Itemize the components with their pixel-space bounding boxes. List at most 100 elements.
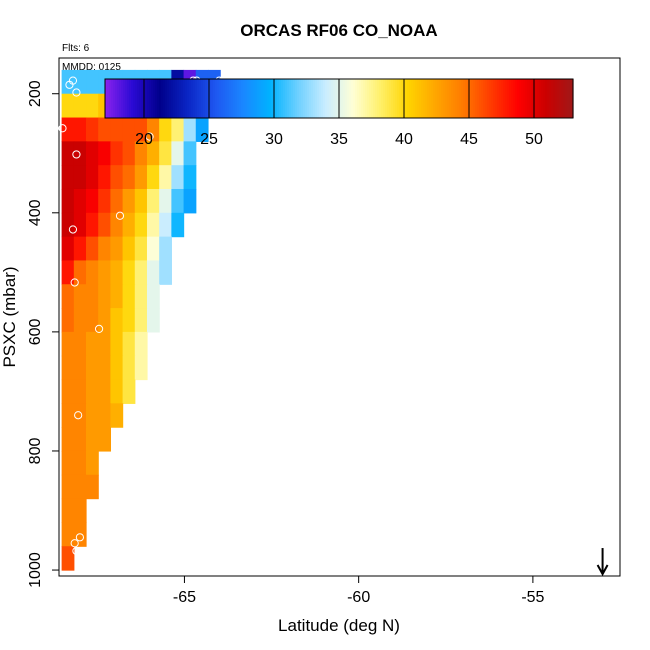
heatmap-cell — [73, 498, 87, 524]
colorbar-segment — [199, 79, 202, 118]
observation-point — [65, 80, 74, 89]
heatmap-cell — [146, 236, 160, 262]
heatmap-cell — [171, 165, 185, 190]
colorbar-segment — [197, 79, 200, 118]
colorbar-segment — [297, 79, 300, 118]
colorbar-segment — [147, 79, 150, 118]
heatmap-cell — [110, 236, 124, 262]
colorbar-segment — [563, 79, 566, 118]
colorbar-segment — [557, 79, 560, 118]
colorbar-segment — [123, 79, 126, 118]
colorbar-segment — [157, 79, 160, 118]
heatmap-cell — [98, 308, 111, 333]
heatmap-cell — [122, 117, 136, 142]
colorbar-segment — [267, 79, 270, 118]
colorbar-segment — [173, 79, 176, 118]
colorbar-segment — [453, 79, 456, 118]
colorbar-segment — [253, 79, 256, 118]
colorbar-segment — [277, 79, 280, 118]
colorbar-segment — [165, 79, 168, 118]
colorbar-segment — [427, 79, 430, 118]
colorbar-segment — [121, 79, 124, 118]
heatmap-cell — [86, 117, 99, 142]
colorbar-segment — [459, 79, 462, 118]
colorbar-segment — [351, 79, 354, 118]
heatmap-cell — [98, 427, 111, 452]
heatmap-cell — [159, 260, 172, 285]
colorbar-segment — [343, 79, 346, 118]
heatmap-cell — [73, 355, 87, 381]
observation-point — [72, 150, 81, 159]
colorbar-segment — [239, 79, 242, 118]
colorbar-segment — [381, 79, 384, 118]
heatmap-cell — [110, 117, 124, 142]
colorbar-segment — [289, 79, 292, 118]
y-tick-label: 200 — [27, 80, 44, 107]
colorbar-segment — [189, 79, 192, 118]
colorbar-segment — [451, 79, 454, 118]
heatmap-cell — [134, 355, 148, 381]
colorbar-segment — [345, 79, 348, 118]
observation-points — [58, 76, 227, 556]
colorbar-segment — [517, 79, 520, 118]
colorbar-segment — [421, 79, 424, 118]
colorbar-segment — [209, 79, 212, 118]
heatmap-cell — [86, 260, 99, 285]
heatmap-cell — [73, 165, 87, 190]
heatmap-cell — [86, 236, 99, 262]
colorbar-segment — [283, 79, 286, 118]
colorbar-segment — [499, 79, 502, 118]
colorbar-segment — [495, 79, 498, 118]
colorbar-segment — [395, 79, 398, 118]
heatmap-cell — [61, 165, 75, 190]
colorbar-segment — [375, 79, 378, 118]
colorbar-segment — [377, 79, 380, 118]
observation-point — [70, 278, 79, 287]
heatmap-cell — [86, 331, 99, 357]
colorbar-segment — [353, 79, 356, 118]
colorbar-segment — [201, 79, 204, 118]
heatmap-cell — [110, 403, 124, 428]
colorbar-segment — [127, 79, 130, 118]
colorbar-segment — [115, 79, 118, 118]
flights-note: Flts: 6 — [62, 43, 90, 54]
colorbar-segment — [401, 79, 404, 118]
colorbar-segment — [117, 79, 120, 118]
heatmap-cell — [86, 308, 99, 333]
colorbar-segment — [109, 79, 112, 118]
heatmap-cell — [73, 212, 87, 238]
heatmap-cell — [73, 403, 87, 428]
heatmap-cell — [86, 355, 99, 381]
colorbar-tick-label: 20 — [135, 131, 153, 148]
colorbar-segment — [565, 79, 568, 118]
colorbar-segment — [409, 79, 412, 118]
colorbar-segment — [527, 79, 530, 118]
heatmap-cell — [73, 522, 87, 547]
heatmap-cell — [86, 379, 99, 404]
colorbar-segment — [311, 79, 314, 118]
colorbar-segment — [455, 79, 458, 118]
heatmap-cell — [73, 260, 87, 285]
heatmap-cell — [122, 212, 136, 238]
observation-point — [70, 539, 79, 548]
heatmap-cell — [73, 308, 87, 333]
heatmap-cell — [61, 212, 75, 238]
colorbar-segment — [547, 79, 550, 118]
colorbar-segment — [179, 79, 182, 118]
colorbar-segment — [521, 79, 524, 118]
colorbar-segment — [275, 79, 278, 118]
colorbar-segment — [433, 79, 436, 118]
heatmap-cell — [86, 450, 99, 476]
colorbar-segment — [551, 79, 554, 118]
colorbar-segment — [483, 79, 486, 118]
colorbar-segment — [303, 79, 306, 118]
colorbar-segment — [213, 79, 216, 118]
heatmap-cell — [134, 141, 148, 166]
heatmap-cell — [110, 308, 124, 333]
heatmap-cell — [110, 188, 124, 214]
colorbar-segment — [387, 79, 390, 118]
heatmap-cell — [134, 260, 148, 285]
colorbar-tick-label: 50 — [525, 131, 543, 148]
colorbar-segment — [383, 79, 386, 118]
colorbar-segment — [553, 79, 556, 118]
